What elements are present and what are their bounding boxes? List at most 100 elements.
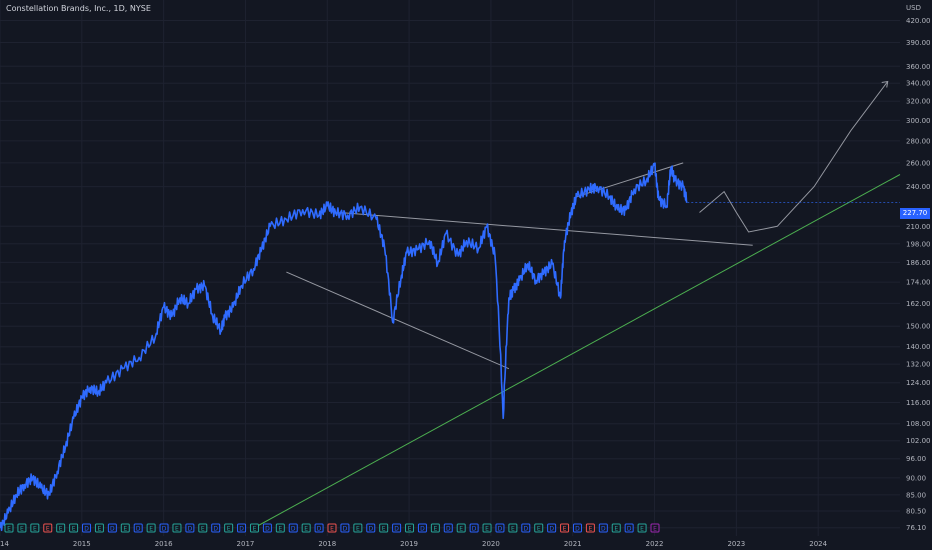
earnings-marker [172,523,182,533]
earnings-marker [417,523,427,533]
earnings-marker [405,523,415,533]
earnings-marker-label: E [304,526,308,533]
earnings-marker [185,523,195,533]
projection-arrowhead [881,80,889,88]
earnings-marker [107,523,117,533]
x-tick-label: 2018 [318,540,336,548]
earnings-marker [249,523,259,533]
earnings-marker [585,523,595,533]
earnings-marker-label: E [149,526,153,533]
earnings-marker-label: D [84,526,89,533]
x-tick-label: 2024 [809,540,827,548]
earnings-marker [275,523,285,533]
earnings-marker-label: D [472,526,477,533]
x-tick-label: 2019 [400,540,418,548]
earnings-marker [495,523,505,533]
y-tick-label: 390.00 [906,39,931,47]
y-tick-label: 280.00 [906,137,931,145]
earnings-marker-label: E [408,526,412,533]
earnings-marker-label: D [188,526,193,533]
earnings-marker-label: D [110,526,115,533]
earnings-marker [521,523,531,533]
earnings-marker-label: E [614,526,618,533]
earnings-marker [224,523,234,533]
y-tick-label: 198.00 [906,240,931,248]
y-tick-label: 300.00 [906,117,931,125]
earnings-marker [379,523,389,533]
earnings-marker-label: E [356,526,360,533]
earnings-marker [120,523,130,533]
earnings-marker [301,523,311,533]
y-tick-label: 76.10 [906,524,926,532]
earnings-marker [146,523,156,533]
earnings-marker-label: D [136,526,141,533]
earnings-marker [508,523,518,533]
earnings-marker-label: D [498,526,503,533]
earnings-marker-label: D [162,526,167,533]
y-tick-label: 108.00 [906,420,931,428]
earnings-marker [482,523,492,533]
earnings-marker-label: E [330,526,334,533]
earnings-marker [133,523,143,533]
earnings-marker-label: D [394,526,399,533]
y-axis-currency-label: USD [906,4,921,12]
earnings-marker [624,523,634,533]
earnings-marker-label: E [563,526,567,533]
support-trendline [253,174,901,529]
y-tick-label: 210.00 [906,223,931,231]
earnings-marker-label: D [239,526,244,533]
earnings-marker [443,523,453,533]
earnings-marker [94,523,104,533]
earnings-marker [469,523,479,533]
y-tick-label: 174.00 [906,279,931,287]
y-tick-label: 340.00 [906,80,931,88]
earnings-marker [650,523,660,533]
earnings-marker-label: E [98,526,102,533]
earnings-marker-label: E [59,526,63,533]
y-tick-label: 80.50 [906,508,926,516]
y-tick-label: 124.00 [906,379,931,387]
earnings-marker-label: E [227,526,231,533]
earnings-marker [211,523,221,533]
x-tick-label: 2023 [727,540,745,548]
earnings-marker [159,523,169,533]
earnings-marker [43,523,53,533]
earnings-marker-label: E [433,526,437,533]
earnings-marker-label: E [511,526,515,533]
earnings-marker [340,523,350,533]
y-tick-label: 102.00 [906,437,931,445]
earnings-marker [56,523,66,533]
earnings-marker-label: E [33,526,37,533]
earnings-marker-label: E [653,526,657,533]
earnings-marker [392,523,402,533]
y-tick-label: 420.00 [906,17,931,25]
earnings-marker [198,523,208,533]
earnings-marker-label: E [640,526,644,533]
earnings-marker [314,523,324,533]
y-tick-label: 90.00 [906,474,926,482]
earnings-marker [560,523,570,533]
earnings-marker-label: E [253,526,257,533]
earnings-marker-label: E [589,526,593,533]
x-tick-label: 2020 [482,540,500,548]
y-tick-label: 260.00 [906,159,931,167]
earnings-marker-label: E [123,526,127,533]
earnings-marker [572,523,582,533]
y-tick-label: 240.00 [906,183,931,191]
x-tick-label: 2017 [237,540,255,548]
earnings-marker [456,523,466,533]
earnings-marker [430,523,440,533]
earnings-marker-label: E [382,526,386,533]
x-tick-label: 2021 [564,540,582,548]
earnings-marker-label: D [575,526,580,533]
y-tick-label: 116.00 [906,399,931,407]
earnings-marker [547,523,557,533]
earnings-marker-label: D [213,526,218,533]
earnings-marker-label: D [549,526,554,533]
earnings-marker-label: D [601,526,606,533]
chart-title: Constellation Brands, Inc., 1D, NYSE [6,4,151,13]
earnings-marker-label: E [459,526,463,533]
